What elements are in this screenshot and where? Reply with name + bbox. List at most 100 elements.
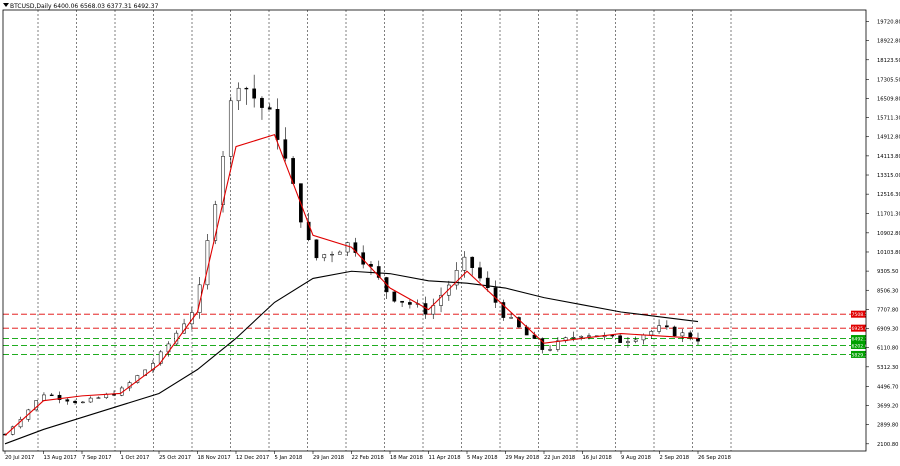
y-tick-label: 10902.80 (877, 231, 900, 237)
candle-body (96, 397, 101, 399)
candle-body (408, 302, 412, 305)
level-price-label: 6202.60 (852, 343, 871, 349)
y-tick-label: 10103.80 (877, 250, 900, 256)
candle-body (485, 277, 490, 288)
candle-body (431, 305, 436, 315)
y-tick-label: 15711.30 (877, 116, 900, 122)
candle-body (517, 317, 521, 328)
candle-body (322, 254, 327, 259)
candle-body (345, 242, 350, 253)
x-tick-label: 18 Mar 2018 (390, 455, 423, 461)
y-tick-label: 11701.30 (877, 212, 900, 218)
x-tick-label: 5 Jan 2018 (275, 455, 303, 461)
y-tick-label: 7707.80 (877, 307, 898, 313)
collapse-arrow-icon[interactable] (3, 3, 9, 7)
level-price-tag (851, 310, 866, 318)
candle-body (236, 87, 241, 102)
candle-body (376, 266, 381, 278)
y-tick-label: 5312.30 (877, 365, 898, 371)
candle-body (618, 335, 622, 343)
candle-body (88, 397, 93, 403)
candle-body (501, 302, 506, 318)
candle-body (509, 317, 513, 319)
y-tick-label: 13315.00 (877, 173, 900, 179)
y-tick-label: 18123.50 (877, 58, 900, 64)
candle-body (330, 253, 334, 256)
plot-frame (2, 9, 867, 452)
y-tick-label: 12516.30 (877, 192, 900, 198)
candle-body (478, 267, 482, 279)
y-tick-label: 6110.80 (877, 346, 898, 352)
y-tick-label: 14912.80 (877, 135, 900, 141)
candle-body (81, 401, 85, 404)
level-price-tag (851, 335, 866, 343)
grid-layer (37, 10, 732, 451)
level-price-tag (851, 350, 866, 358)
axes: 19720.80 18922.80 18123.50 17305.50 16509.80… (2, 9, 900, 461)
candle-body (555, 340, 560, 350)
candle-body (73, 400, 77, 404)
x-tick-label: 29 Jan 2018 (313, 455, 344, 461)
x-tick-label: 13 Aug 2017 (44, 455, 77, 461)
y-tick-label: 8506.30 (877, 288, 898, 294)
candle-body (42, 394, 46, 401)
y-tick-label: 14113.80 (877, 154, 900, 160)
candle-body (610, 335, 615, 337)
y-tick-label: 2100.80 (877, 442, 898, 448)
y-tick-label: 16509.80 (877, 96, 900, 102)
x-tick-label: 20 Jul 2017 (5, 455, 34, 461)
x-tick-label: 29 May 2018 (506, 455, 540, 461)
candle-body (641, 334, 646, 341)
candle-body (633, 339, 638, 342)
level-price-label: 5829.20 (852, 352, 871, 358)
candle-body (267, 107, 272, 110)
x-tick-label: 25 Oct 2017 (159, 455, 191, 461)
candle-body (587, 335, 591, 337)
candle-body (540, 338, 545, 350)
ma-slow-line (4, 270, 699, 445)
y-tick-label: 9305.50 (877, 269, 898, 275)
candle-body (283, 139, 288, 159)
level-price-label: 6925.60 (852, 326, 871, 332)
x-tick-label: 1 Oct 2017 (121, 455, 150, 461)
candle-body (439, 294, 443, 306)
candle-body (228, 100, 233, 157)
candle-body (158, 351, 163, 364)
x-tick-label: 18 Nov 2017 (198, 455, 231, 461)
candle-body (649, 331, 654, 336)
candle-body (337, 251, 342, 255)
candle-body (275, 108, 280, 140)
candles (3, 74, 700, 436)
candle-body (306, 221, 311, 241)
y-tick-label: 19720.80 (877, 19, 900, 25)
x-tick-label: 22 Jun 2018 (544, 455, 575, 461)
candle-body (446, 284, 451, 296)
x-tick-label: 11 Apr 2018 (429, 455, 461, 461)
x-tick-label: 22 Feb 2018 (352, 455, 384, 461)
y-tick-label: 3699.20 (877, 403, 898, 409)
x-tick-label: 5 May 2018 (467, 455, 498, 461)
chart-title: BTCUSD,Daily 6400.06 6568.03 6377.31 649… (10, 3, 159, 10)
candle-body (314, 239, 319, 259)
x-tick-label: 12 Dec 2017 (236, 455, 269, 461)
candle-body (369, 264, 373, 267)
candle-body (454, 270, 459, 286)
candle-body (213, 204, 218, 241)
candle-body (49, 394, 54, 396)
candle-body (65, 399, 70, 402)
candle-body (252, 88, 257, 99)
y-tick-label: 4496.70 (877, 384, 898, 390)
level-price-tag (851, 341, 866, 349)
y-tick-label: 2899.80 (877, 423, 898, 429)
y-tick-label: 6909.30 (877, 327, 898, 333)
candle-body (392, 291, 397, 302)
candle-body (244, 87, 249, 90)
candle-body (493, 287, 498, 303)
candle-body (470, 256, 475, 268)
y-tick-label: 17305.50 (877, 77, 900, 83)
candle-body (571, 337, 576, 339)
candle-body (197, 284, 202, 313)
